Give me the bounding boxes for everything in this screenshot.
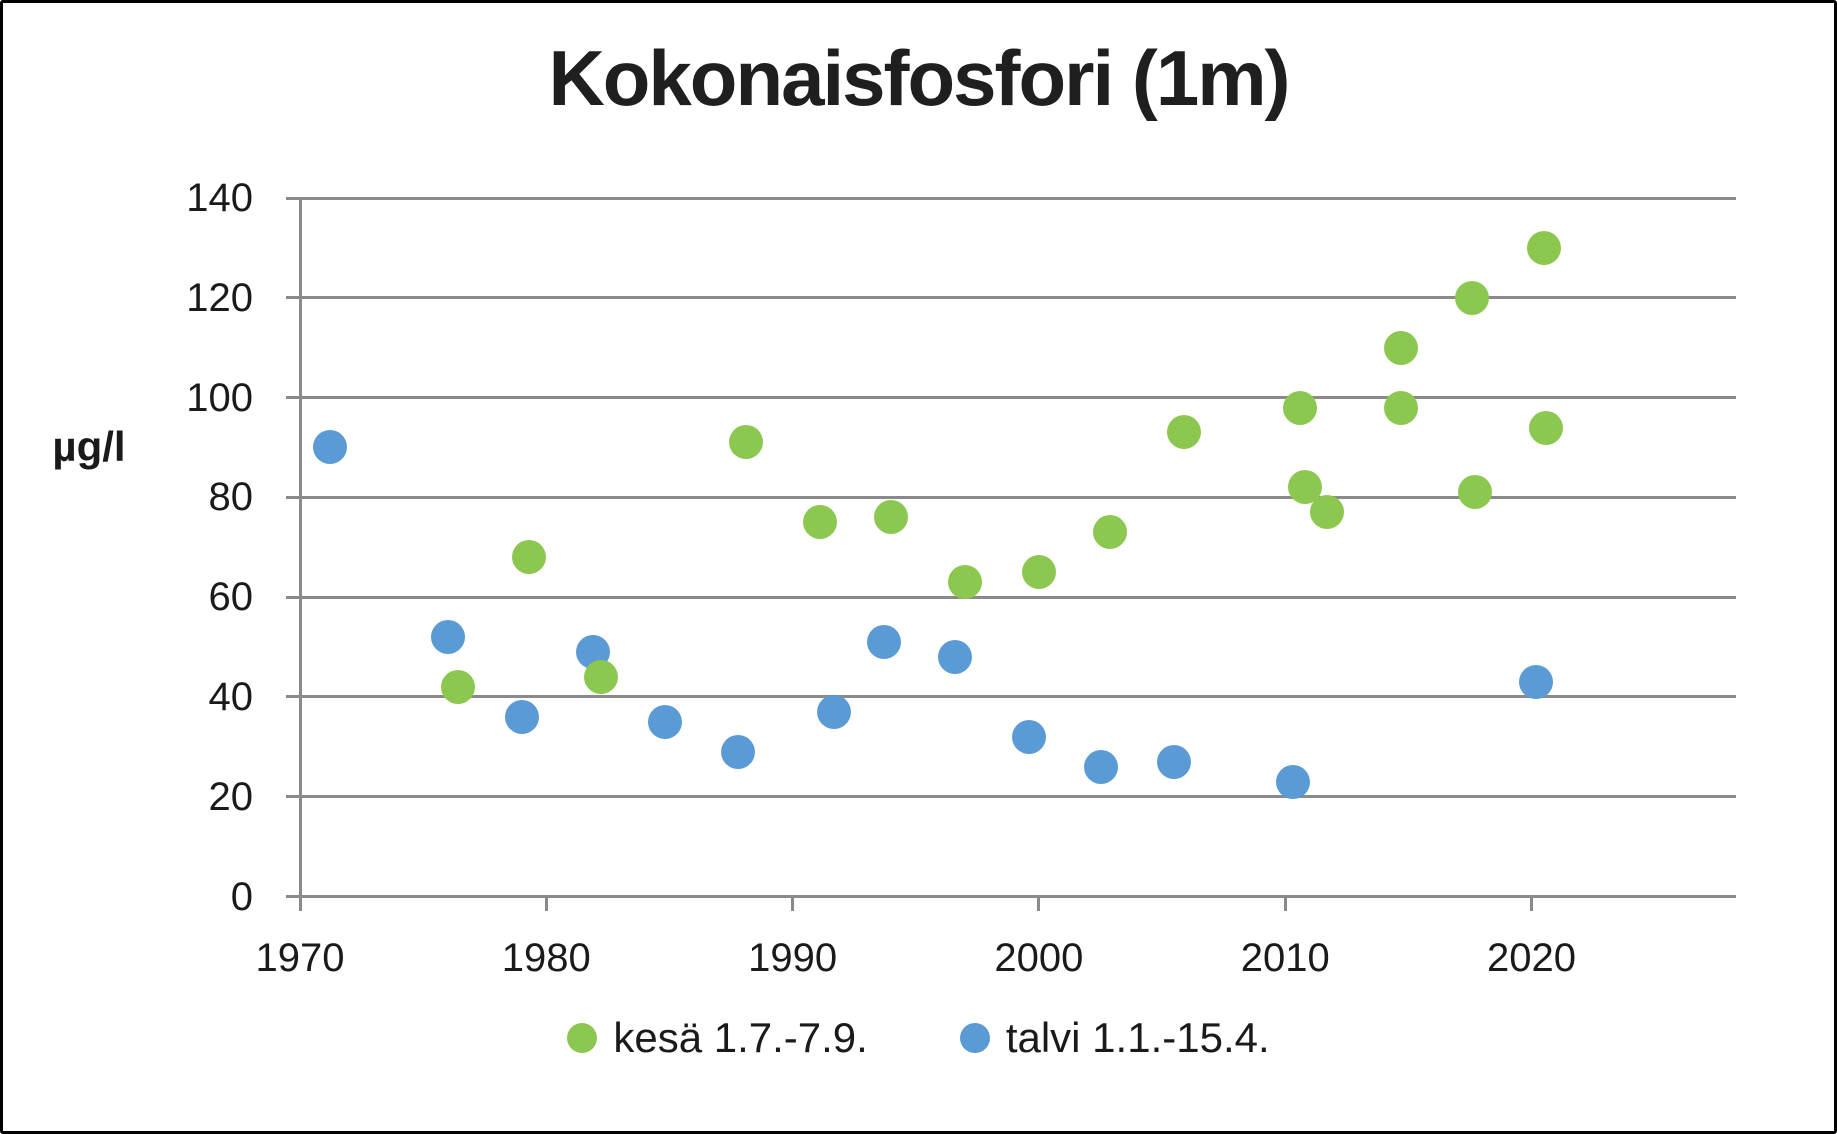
y-axis-unit-label: µg/l xyxy=(52,423,126,470)
talvi-marker-icon xyxy=(959,1023,990,1053)
data-point-kesa xyxy=(1526,230,1561,265)
legend-item-kesa: kesä 1.7.-7.9. xyxy=(567,1014,868,1062)
x-tick-label-2000: 2000 xyxy=(994,936,1084,980)
y-tick-140 xyxy=(286,196,300,200)
y-tick-80 xyxy=(286,495,300,499)
legend-label-kesa: kesä 1.7.-7.9. xyxy=(613,1014,868,1061)
y-tick-label-20: 20 xyxy=(208,774,254,819)
data-point-talvi xyxy=(1519,664,1554,699)
data-point-kesa xyxy=(948,565,983,600)
data-point-kesa xyxy=(1455,280,1490,315)
x-tick-label-1980: 1980 xyxy=(501,936,591,980)
gridline-y-20 xyxy=(300,795,1736,799)
data-point-kesa xyxy=(1021,555,1056,590)
data-point-kesa xyxy=(1384,330,1418,365)
data-point-talvi xyxy=(1275,764,1310,799)
x-tick-label-2010: 2010 xyxy=(1240,936,1330,980)
chart-title: Kokonaisfosfori (1m) xyxy=(548,34,1290,122)
data-point-kesa xyxy=(802,505,837,540)
data-point-talvi xyxy=(1012,719,1047,754)
data-point-talvi xyxy=(938,640,973,674)
legend-label-talvi: talvi 1.1.-15.4. xyxy=(1005,1014,1270,1061)
gridline-y-100 xyxy=(300,396,1736,400)
x-tick-label-1990: 1990 xyxy=(748,936,838,980)
data-point-talvi xyxy=(647,704,682,739)
data-point-talvi xyxy=(1157,744,1192,779)
x-tick-2000 xyxy=(1037,898,1041,911)
x-tick-label-1970: 1970 xyxy=(255,936,345,980)
data-point-kesa xyxy=(1529,410,1564,445)
data-point-talvi xyxy=(1083,749,1118,784)
data-point-talvi xyxy=(430,620,465,655)
y-axis-line xyxy=(298,196,302,909)
gridline-y-60 xyxy=(300,595,1736,599)
y-tick-label-100: 100 xyxy=(186,375,253,420)
x-tick-label-2020: 2020 xyxy=(1487,936,1577,980)
y-tick-label-80: 80 xyxy=(208,475,254,520)
data-point-kesa xyxy=(1310,495,1345,530)
gridline-y-80 xyxy=(300,495,1736,499)
data-point-kesa xyxy=(512,540,547,575)
data-point-talvi xyxy=(312,430,347,465)
data-point-kesa xyxy=(874,500,909,535)
gridline-y-0 xyxy=(300,895,1736,898)
data-point-kesa xyxy=(1283,390,1318,425)
y-tick-label-40: 40 xyxy=(208,674,254,719)
gridline-y-140 xyxy=(300,196,1736,200)
y-tick-label-120: 120 xyxy=(186,275,253,320)
data-point-talvi xyxy=(817,694,852,729)
data-point-talvi xyxy=(504,699,539,734)
y-tick-0 xyxy=(286,895,300,898)
x-tick-2010 xyxy=(1283,898,1287,911)
legend-item-talvi: talvi 1.1.-15.4. xyxy=(959,1014,1270,1062)
plot-area: 0 20 40 60 80 100 120 140 1970 1980 1990 2000 2010 20… xyxy=(3,3,1834,1131)
data-point-talvi xyxy=(866,625,901,660)
y-tick-60 xyxy=(286,595,300,599)
gridline-y-40 xyxy=(300,695,1736,699)
data-point-kesa xyxy=(1457,475,1492,510)
y-tick-100 xyxy=(286,396,300,400)
x-tick-2020 xyxy=(1530,898,1534,911)
y-tick-label-60: 60 xyxy=(208,575,254,620)
data-point-kesa xyxy=(1167,415,1202,450)
data-point-kesa xyxy=(1384,390,1418,425)
gridline-y-120 xyxy=(300,296,1736,300)
y-tick-label-140: 140 xyxy=(186,176,253,220)
data-point-kesa xyxy=(1093,515,1128,550)
y-tick-label-0: 0 xyxy=(230,874,253,919)
kesa-marker-icon xyxy=(567,1023,598,1053)
x-tick-1970 xyxy=(298,898,302,911)
data-point-kesa xyxy=(583,659,618,694)
data-point-talvi xyxy=(721,734,756,769)
data-point-kesa xyxy=(440,669,475,704)
y-tick-20 xyxy=(286,795,300,799)
data-point-kesa xyxy=(728,425,763,460)
y-tick-120 xyxy=(286,296,300,300)
legend: kesä 1.7.-7.9. talvi 1.1.-15.4. xyxy=(3,1003,1834,1073)
x-tick-1980 xyxy=(544,898,548,911)
x-tick-1990 xyxy=(791,898,795,911)
y-tick-40 xyxy=(286,695,300,699)
